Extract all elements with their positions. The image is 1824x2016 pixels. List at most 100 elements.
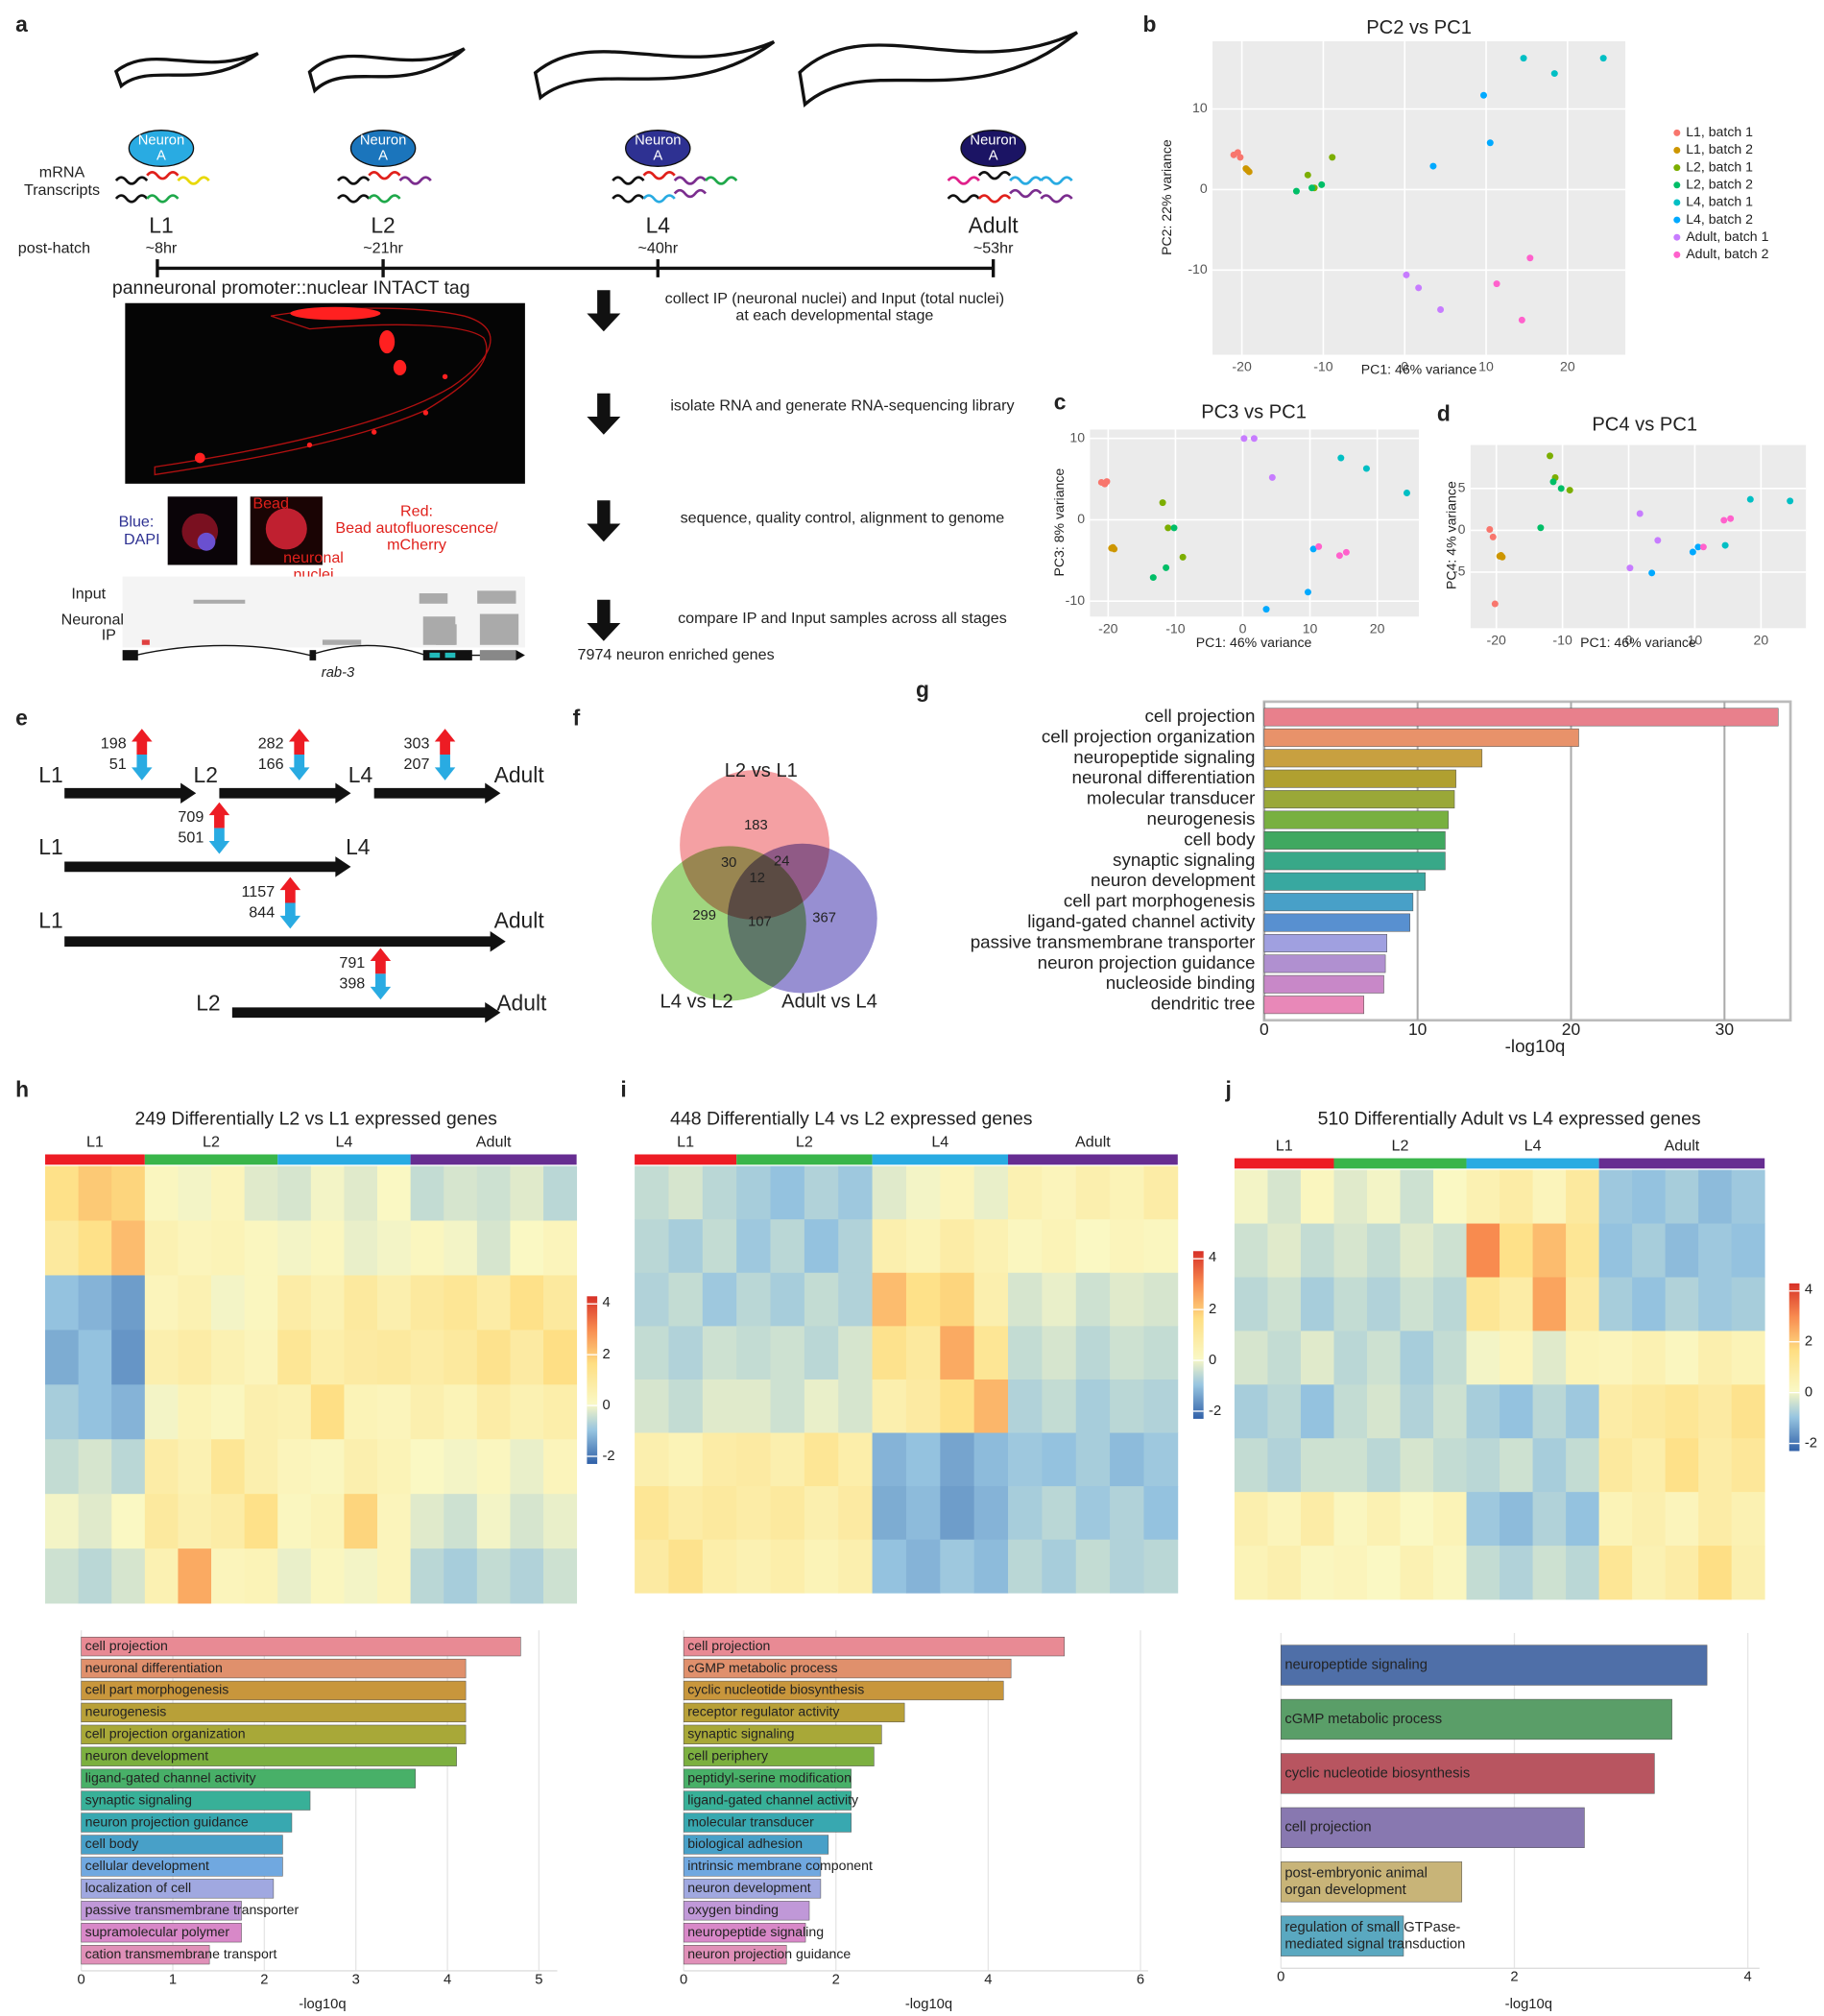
colorbar-label: -2 <box>603 1449 615 1464</box>
category-label: neuron development <box>687 1880 811 1895</box>
heat-cell <box>310 1165 345 1221</box>
heat-cell <box>144 1548 179 1604</box>
heat-cell <box>78 1439 112 1495</box>
panel-label: e <box>15 706 28 731</box>
heat-cell <box>1075 1486 1111 1541</box>
transcript <box>114 176 149 185</box>
transcript <box>1040 176 1073 185</box>
heat-cell <box>736 1379 771 1433</box>
heat-cell <box>770 1326 805 1380</box>
heat-cell <box>668 1165 704 1220</box>
x-axis-label: -log10q <box>905 1997 952 2012</box>
transcript <box>368 171 401 180</box>
heat-cell <box>1366 1438 1401 1493</box>
heat-cell <box>838 1432 874 1487</box>
up-count: 282 <box>258 735 284 753</box>
heat-cell <box>1042 1379 1077 1433</box>
colorbar-label: 2 <box>1209 1302 1216 1317</box>
up-arrow <box>288 729 310 755</box>
colorbar-label: -2 <box>1805 1435 1817 1451</box>
heat-cell <box>78 1494 112 1549</box>
bead-label: Bead <box>252 495 289 513</box>
heat-cell <box>1532 1384 1567 1439</box>
category-label: neuron development <box>1091 870 1256 890</box>
heat-cell <box>178 1330 212 1385</box>
category-label: peptidyl-serine modification <box>687 1769 852 1785</box>
heat-cell <box>211 1384 246 1440</box>
bar <box>1281 1915 1404 1956</box>
down-arrow <box>370 973 392 1000</box>
group-bar <box>1234 1158 1334 1169</box>
heat-cell <box>1110 1272 1144 1327</box>
bar <box>81 1901 242 1921</box>
heat-cell <box>1731 1277 1765 1332</box>
heat-cell <box>1110 1539 1144 1594</box>
hours: ~21hr <box>363 240 403 257</box>
heat-cell <box>635 1539 669 1594</box>
point <box>1654 537 1662 544</box>
heat-cell <box>410 1384 444 1440</box>
heat-cell <box>144 1275 179 1331</box>
neuron-label: A <box>156 148 166 163</box>
heat-cell <box>1267 1546 1302 1600</box>
group-label: L2 <box>796 1134 813 1151</box>
heat-cell <box>1566 1438 1600 1493</box>
bar <box>81 1812 293 1833</box>
heat-cell <box>1500 1331 1533 1385</box>
heat-cell <box>1466 1223 1500 1278</box>
category-label: neuropeptide signaling <box>687 1924 824 1939</box>
step-text: sequence, quality control, alignment to … <box>681 509 1005 526</box>
heat-cell <box>377 1494 412 1549</box>
x-tick-label: 0 <box>1401 359 1408 374</box>
heat-cell <box>1566 1384 1600 1439</box>
heat-cell <box>804 1379 839 1433</box>
legend-label: L4, batch 1 <box>1686 194 1753 209</box>
point <box>1240 435 1248 443</box>
heat-cell <box>1566 1277 1600 1332</box>
point <box>1403 489 1410 496</box>
heat-cell <box>1698 1169 1733 1224</box>
heat-cell <box>543 1494 578 1549</box>
legend-swatch <box>1673 181 1681 189</box>
heat-cell <box>178 1275 212 1331</box>
panel-label: f <box>573 706 581 731</box>
heat-cell <box>45 1494 80 1549</box>
heat-cell <box>1110 1486 1144 1541</box>
bar <box>1263 708 1779 727</box>
heat-cell <box>770 1272 805 1327</box>
x-tick-label: 2 <box>832 1972 840 1987</box>
heat-cell <box>444 1220 478 1276</box>
point <box>1170 524 1178 532</box>
post-hatch: post-hatch <box>18 240 90 257</box>
heat-cell <box>1234 1277 1268 1332</box>
heat-cell <box>1466 1438 1500 1493</box>
heat-cell <box>940 1272 975 1327</box>
up-arrow <box>370 948 392 974</box>
heat-cell <box>1333 1277 1368 1332</box>
x-axis-label: -log10q <box>1505 1036 1566 1056</box>
heat-cell <box>444 1494 478 1549</box>
heat-cell <box>510 1548 544 1604</box>
heat-cell <box>344 1165 378 1221</box>
heat-cell <box>1234 1169 1268 1224</box>
x-tick-label: 0 <box>680 1972 687 1987</box>
panel-label: g <box>916 677 929 702</box>
legend-swatch <box>1673 216 1681 224</box>
point <box>1262 606 1270 613</box>
bar <box>1263 872 1426 891</box>
bar <box>683 1746 875 1766</box>
heat-cell <box>1500 1546 1533 1600</box>
heat-cell <box>1366 1546 1401 1600</box>
bar <box>81 1768 416 1788</box>
heat-cell <box>510 1330 544 1385</box>
heat-cell <box>1042 1219 1077 1274</box>
panel-label: c <box>1054 390 1067 415</box>
heat-cell <box>1500 1384 1533 1439</box>
heat-cell <box>344 1494 378 1549</box>
category-label: cGMP metabolic process <box>1284 1712 1442 1727</box>
point <box>1549 478 1557 486</box>
heat-cell <box>973 1326 1009 1380</box>
x-tick-label: 10 <box>1408 1020 1428 1039</box>
heat-cell <box>211 1439 246 1495</box>
heat-cell <box>1075 1165 1111 1220</box>
